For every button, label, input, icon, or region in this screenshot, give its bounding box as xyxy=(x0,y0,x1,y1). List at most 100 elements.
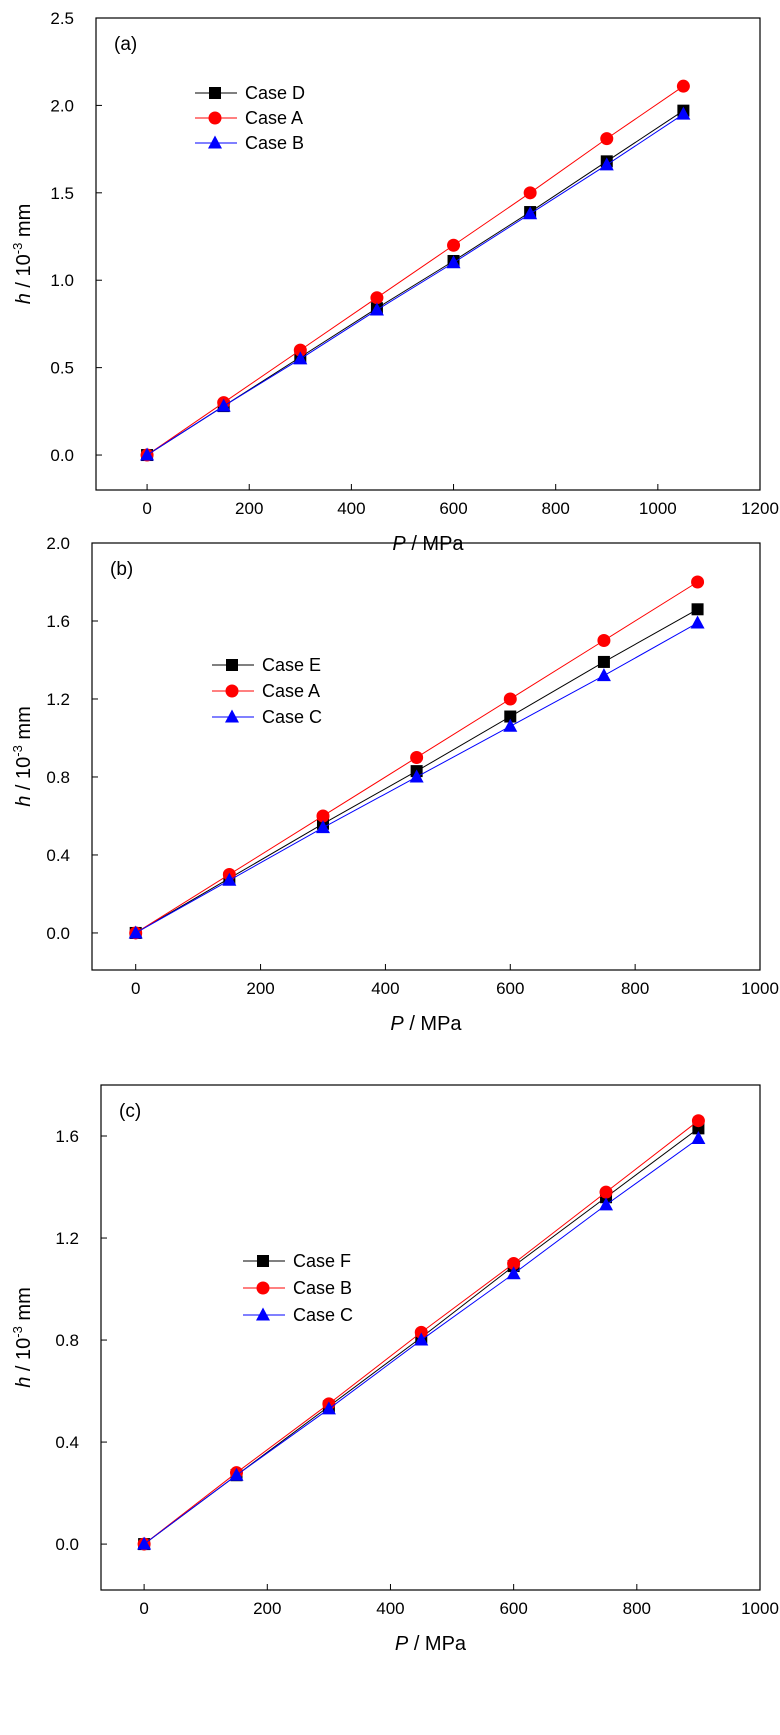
legend-label: Case A xyxy=(245,108,303,128)
series-case-c xyxy=(128,615,705,939)
legend-label: Case C xyxy=(293,1305,353,1325)
series-line xyxy=(146,85,684,456)
legend: Case F Case B Case C xyxy=(243,1251,353,1325)
y-axis-label: h / 10-3 mm xyxy=(10,204,35,305)
legend-marker xyxy=(226,659,238,671)
y-axis-unit-prefix: / 10 xyxy=(13,757,35,796)
y-axis-variable: h xyxy=(13,293,35,304)
series-line xyxy=(146,113,684,456)
x-tick-label: 800 xyxy=(542,499,570,518)
chart-panel-b: 0 200 400 600 800 1000 0.0 0.4 0.8 1.2 1.6 2.0 (b) P … xyxy=(10,534,779,1035)
y-axis-label: h / 10-3 mm xyxy=(10,706,35,807)
series-case-c xyxy=(137,1131,706,1550)
legend-marker xyxy=(256,1281,270,1295)
x-tick-label: 800 xyxy=(623,1599,651,1618)
y-axis-unit-suffix: mm xyxy=(13,1287,35,1326)
data-point xyxy=(599,1197,614,1211)
data-point xyxy=(691,603,704,616)
x-tick-label: 1000 xyxy=(639,499,677,518)
x-axis-variable: P xyxy=(390,1013,404,1035)
y-tick-label: 0.4 xyxy=(46,846,70,865)
y-tick-label: 0.0 xyxy=(50,446,74,465)
legend-marker xyxy=(208,111,222,125)
data-point xyxy=(597,633,611,647)
x-tick-label: 0 xyxy=(131,979,140,998)
series-case-a xyxy=(129,575,705,940)
data-point xyxy=(447,238,461,252)
chart-panel-a: 0 200 400 600 800 1000 1200 0.0 0.5 1.0 1.5 2.0 2.5 (… xyxy=(10,9,779,555)
data-point xyxy=(410,750,424,764)
legend-marker xyxy=(225,709,239,723)
data-point xyxy=(596,668,611,682)
x-tick-label: 800 xyxy=(621,979,649,998)
y-axis-variable: h xyxy=(13,1377,35,1388)
y-axis-unit-suffix: mm xyxy=(13,204,35,243)
y-tick-label: 0.0 xyxy=(55,1535,79,1554)
data-point xyxy=(321,1401,336,1415)
data-point xyxy=(503,718,518,732)
data-point xyxy=(370,291,384,305)
panel-label: (b) xyxy=(110,559,133,580)
x-tick-label: 200 xyxy=(253,1599,281,1618)
x-axis-unit: / MPa xyxy=(404,1013,463,1035)
y-tick-label: 1.6 xyxy=(46,612,70,631)
legend-marker xyxy=(256,1307,270,1321)
data-point xyxy=(597,655,610,668)
y-tick-label: 1.0 xyxy=(50,271,74,290)
data-point xyxy=(414,1332,429,1346)
data-point xyxy=(140,447,155,461)
data-point xyxy=(503,692,517,706)
x-axis-label: P / MPa xyxy=(390,1013,462,1035)
plot-area-frame xyxy=(95,17,761,491)
data-point xyxy=(690,615,705,629)
y-axis-unit-suffix: mm xyxy=(13,706,35,745)
legend-label: Case D xyxy=(245,83,305,103)
plot-area-frame xyxy=(91,542,761,971)
y-axis-unit-prefix: / 10 xyxy=(13,1338,35,1377)
panel-label: (c) xyxy=(119,1101,141,1122)
data-point xyxy=(293,343,307,357)
legend: Case E Case A Case C xyxy=(212,655,322,727)
y-axis-unit-exponent: -3 xyxy=(10,243,25,255)
data-point xyxy=(137,1536,152,1550)
x-tick-label: 1200 xyxy=(741,499,779,518)
x-tick-label: 400 xyxy=(337,499,365,518)
data-point xyxy=(293,351,308,365)
x-tick-label: 1000 xyxy=(741,979,779,998)
data-point xyxy=(600,132,614,146)
y-tick-label: 2.0 xyxy=(46,534,70,553)
legend-label: Case C xyxy=(262,707,322,727)
data-point xyxy=(446,255,461,269)
y-axis-unit-exponent: -3 xyxy=(10,745,25,757)
y-tick-label: 0.8 xyxy=(46,768,70,787)
data-point xyxy=(128,925,143,939)
x-axis-label: P / MPa xyxy=(392,533,464,555)
y-tick-label: 1.5 xyxy=(50,184,74,203)
x-tick-label: 400 xyxy=(376,1599,404,1618)
data-point xyxy=(507,1257,521,1271)
series-case-b xyxy=(140,106,691,461)
x-tick-label: 200 xyxy=(246,979,274,998)
data-point xyxy=(315,820,330,834)
x-axis-unit: / MPa xyxy=(406,533,465,555)
x-tick-label: 0 xyxy=(142,499,151,518)
data-point xyxy=(599,157,614,171)
x-tick-label: 600 xyxy=(499,1599,527,1618)
chart-panel-c: 0 200 400 600 800 1000 0.0 0.4 0.8 1.2 1.6 (c) P / M… xyxy=(10,1084,779,1655)
x-axis-variable: P xyxy=(392,533,406,555)
x-tick-label: 0 xyxy=(139,1599,148,1618)
y-tick-label: 1.6 xyxy=(55,1127,79,1146)
legend-label: Case B xyxy=(245,133,304,153)
data-point xyxy=(216,398,231,412)
x-tick-label: 600 xyxy=(439,499,467,518)
data-point xyxy=(676,79,690,93)
y-tick-label: 0.8 xyxy=(55,1331,79,1350)
y-axis-variable: h xyxy=(13,796,35,807)
legend-marker xyxy=(208,135,222,149)
data-point xyxy=(523,206,538,220)
data-point xyxy=(691,1114,705,1128)
data-point xyxy=(599,1185,613,1199)
data-point xyxy=(506,1266,521,1280)
x-tick-label: 1000 xyxy=(741,1599,779,1618)
